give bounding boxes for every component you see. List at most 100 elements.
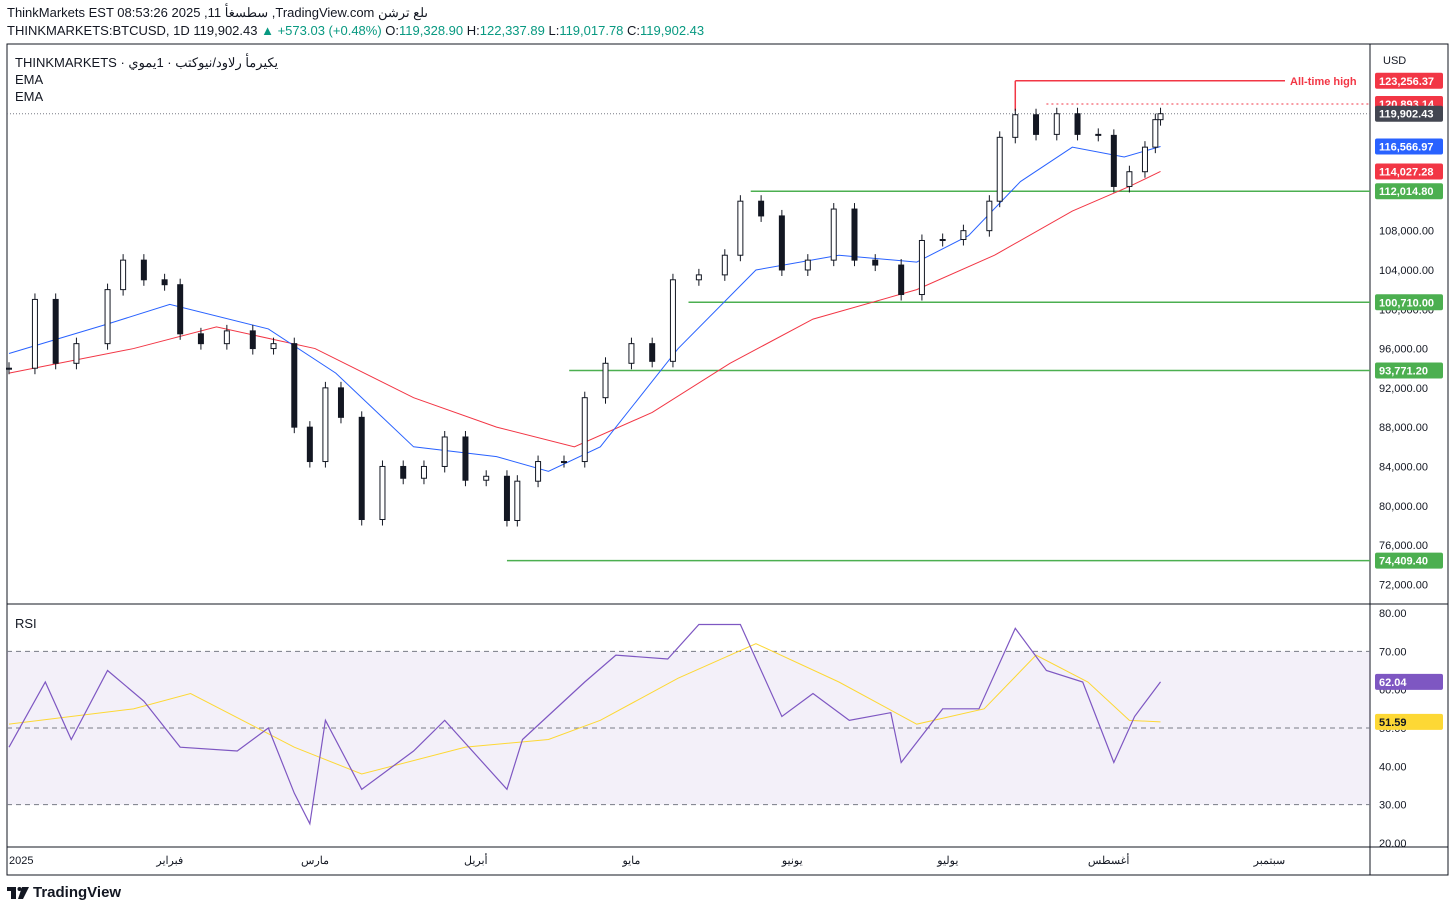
candle-body (420, 465, 427, 479)
candle-body (31, 298, 38, 369)
support-level-badge-text: 74,409.40 (1379, 556, 1428, 568)
time-tick-label: فبراير (155, 855, 183, 867)
candle-body (104, 289, 111, 345)
candle-body (197, 333, 204, 345)
rsi-badge-text: 62.04 (1379, 677, 1407, 689)
candle-body (1095, 133, 1102, 136)
candle-body (1110, 134, 1117, 187)
candle-body (872, 259, 879, 266)
candle-body (1141, 146, 1148, 173)
candle-body (804, 259, 811, 271)
symbol-label: THINKMARKETS:BTCUSD, 1D (7, 23, 190, 38)
price-tick-label: 108,000.00 (1379, 226, 1434, 238)
last-price-label: 119,902.43 (193, 23, 258, 38)
candle-body (270, 343, 277, 350)
candle-body (514, 480, 521, 521)
tradingview-logo: TradingView (7, 884, 121, 901)
rsi-tick-label: 80.00 (1379, 608, 1407, 620)
candle-body (535, 461, 542, 482)
ema-slow-badge-text: 114,027.28 (1379, 166, 1433, 178)
price-tick-label: 104,000.00 (1379, 265, 1434, 277)
time-tick-label: أبريل (464, 853, 488, 867)
last-price-badge (1375, 105, 1443, 122)
candle-body (503, 475, 510, 521)
support-level-badge-text: 100,710.00 (1379, 297, 1434, 309)
candle-body (358, 416, 365, 521)
support-level-badge-text: 112,014.80 (1379, 186, 1433, 198)
legend-rsi[interactable]: RSI (15, 616, 37, 631)
ath-text: All-time high (1290, 76, 1357, 88)
rsi-badge (1375, 673, 1443, 690)
high-value: 122,337.89 (479, 23, 545, 38)
candle-body (291, 343, 298, 428)
time-tick-label: مارس (301, 855, 329, 867)
candle-body (721, 254, 728, 276)
rsi-tick-label: 40.00 (1379, 761, 1407, 773)
rsi-ma-line (8, 643, 1161, 775)
candle-body (177, 284, 184, 335)
candle-body (483, 475, 490, 481)
rsi-tick-label: 70.00 (1379, 646, 1407, 658)
high-label: H: (466, 23, 480, 38)
time-tick-label: 2025 (9, 855, 33, 867)
candle-body (695, 274, 702, 281)
ath-badge-text: 123,256.37 (1379, 76, 1434, 88)
ema-fast-badge-text: 116,566.97 (1379, 141, 1433, 153)
candle-body (986, 200, 993, 232)
candle-body (1012, 114, 1019, 138)
candle-body (669, 279, 676, 362)
candle-body (602, 362, 609, 399)
low-value: 119,017.78 (559, 23, 624, 38)
price-tick-label: 76,000.00 (1379, 540, 1428, 552)
ema-slow-line (8, 171, 1161, 448)
candle-body (1157, 113, 1164, 121)
candle-body (737, 200, 744, 256)
support-level-badge (1375, 362, 1443, 379)
candle-body (1126, 171, 1133, 187)
support-level-badge (1375, 183, 1443, 200)
legend-ema-slow[interactable]: EMA (15, 89, 44, 104)
candle-body (306, 426, 313, 463)
time-tick-label: أغسطس (1088, 853, 1130, 867)
legend-title: THINKMARKETS · يكيرمأ رلاود/نيوكتب · 1يم… (15, 55, 279, 70)
support-level-badge-text: 93,771.20 (1379, 365, 1428, 377)
price-tick-label: 96,000.00 (1379, 344, 1428, 356)
candle-body (52, 298, 59, 364)
rsi-line (8, 623, 1161, 826)
time-tick-label: سبتمبر (1253, 855, 1286, 867)
candle-body (223, 330, 230, 345)
currency-selector[interactable]: USD (1383, 55, 1407, 67)
ema-slow-badge (1375, 163, 1443, 180)
candle-body (1033, 114, 1040, 135)
open-value: 119,328.90 (399, 23, 464, 38)
time-tick-label: يونيو (781, 855, 803, 867)
candle-body (441, 436, 448, 467)
candle-body (561, 461, 568, 464)
candle-body (322, 387, 329, 463)
chart-header-ohlc: THINKMARKETS:BTCUSD, 1D 119,902.43 ▲ +57… (7, 23, 704, 38)
price-tick-label: 84,000.00 (1379, 461, 1428, 473)
tradingview-icon (7, 886, 29, 899)
candle-body (996, 136, 1003, 202)
close-value: 119,902.43 (640, 23, 705, 38)
candle-body (6, 367, 12, 370)
candle-body (161, 279, 168, 286)
price-tick-label: 88,000.00 (1379, 422, 1428, 434)
candle-body (140, 259, 147, 281)
candle-body (1074, 113, 1081, 135)
candle-body (649, 343, 656, 362)
rsi-ma-badge-text: 51.59 (1379, 717, 1407, 729)
candle-body (120, 259, 127, 291)
time-tick-label: يوليو (936, 855, 958, 867)
brand-label: TradingView (33, 884, 122, 901)
candle-body (73, 343, 80, 364)
candle-body (898, 264, 905, 296)
candle-body (918, 239, 925, 296)
legend-ema-fast[interactable]: EMA (15, 72, 44, 87)
candle-body (462, 436, 469, 481)
open-label: O: (385, 23, 400, 38)
change-label: ▲ +573.03 (+0.48%) (261, 23, 382, 38)
candle-body (581, 397, 588, 463)
candle-body (758, 200, 765, 217)
